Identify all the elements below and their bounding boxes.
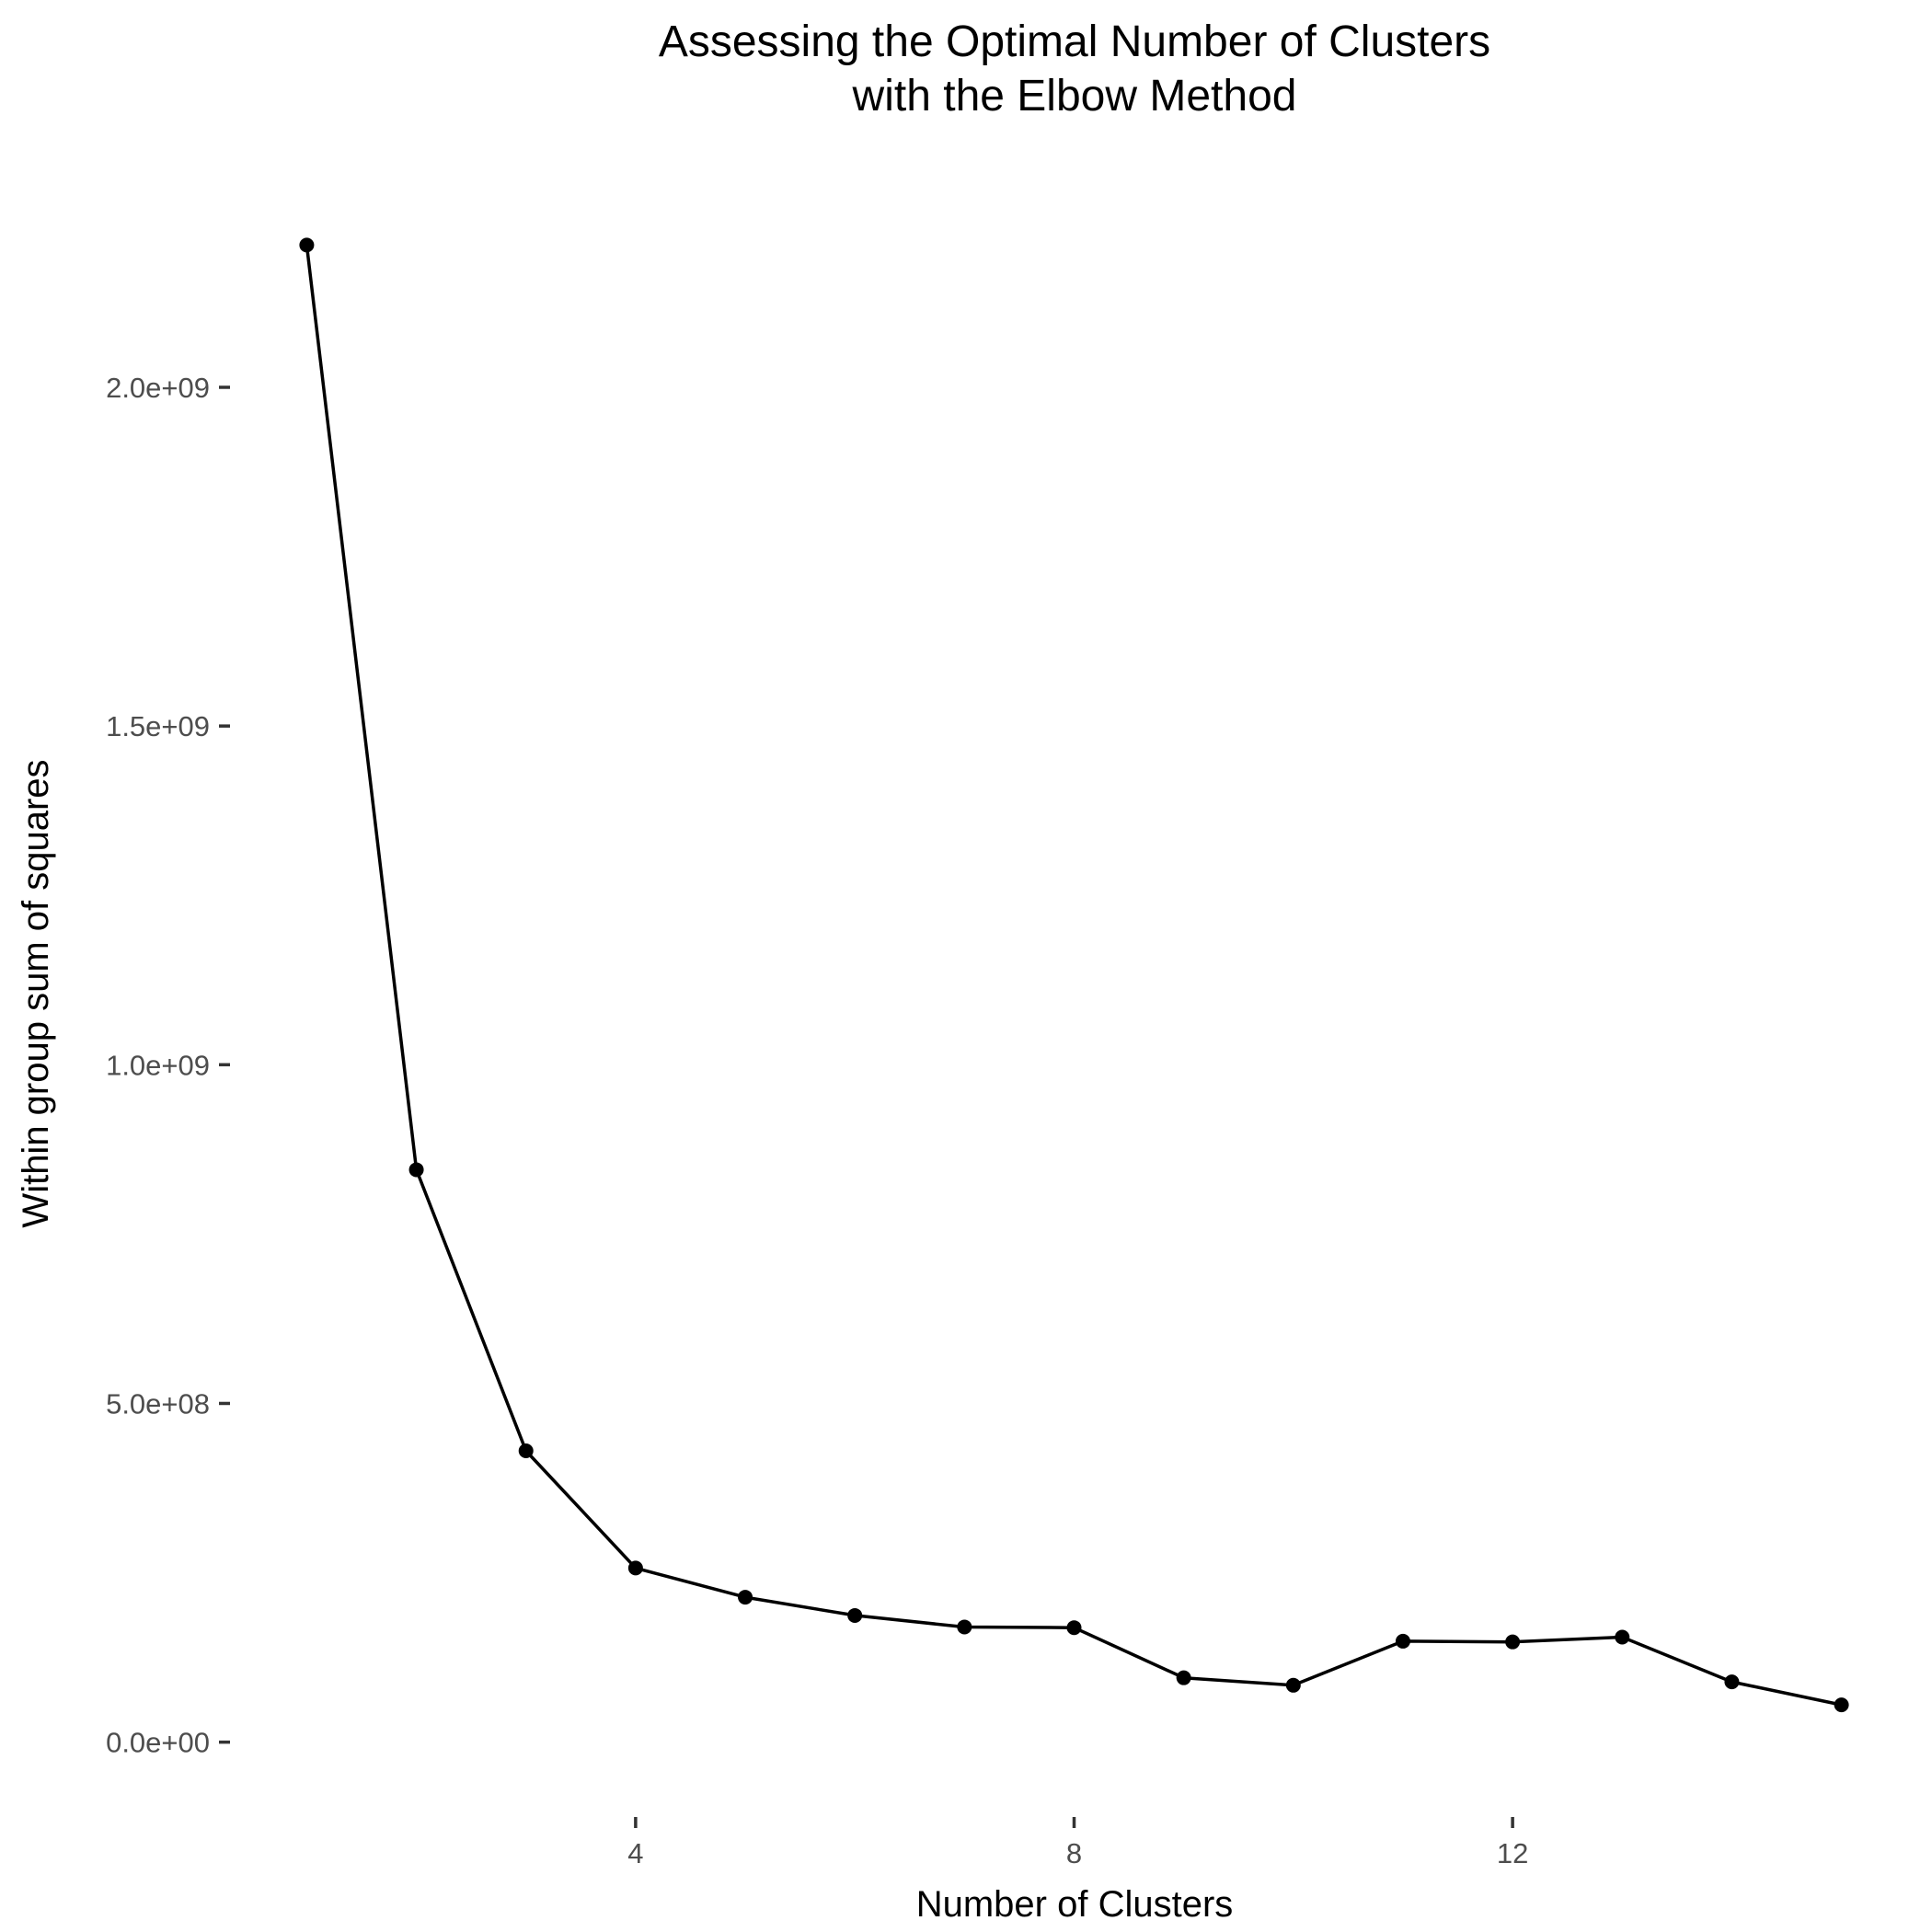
data-point (627, 1560, 643, 1576)
plot-area (299, 237, 1849, 1713)
data-point (299, 237, 315, 253)
chart-title: Assessing the Optimal Number of Clusters (659, 17, 1490, 66)
data-point (1724, 1674, 1740, 1690)
chart-subtitle: with the Elbow Method (852, 72, 1297, 121)
data-point (1395, 1633, 1410, 1649)
x-tick-label: 12 (1497, 1837, 1528, 1869)
data-point (738, 1590, 753, 1605)
data-point (847, 1607, 863, 1623)
y-tick-label: 1.0e+09 (106, 1049, 210, 1081)
x-tick-label: 4 (627, 1837, 643, 1869)
series-line (305, 245, 1842, 1707)
y-tick-label: 1.5e+09 (106, 710, 210, 742)
x-tick-label: 8 (1066, 1837, 1082, 1869)
x-axis-label: Number of Clusters (916, 1884, 1234, 1925)
data-point (408, 1162, 424, 1178)
y-tick-label: 5.0e+08 (106, 1387, 210, 1420)
data-point (1066, 1620, 1082, 1636)
data-point (1176, 1670, 1191, 1685)
y-axis-label: Within group sum of squares (16, 759, 56, 1227)
data-point (957, 1619, 972, 1635)
y-tick-label: 0.0e+00 (106, 1727, 210, 1759)
data-point (1505, 1634, 1521, 1650)
y-axis: 0.0e+00 5.0e+08 1.0e+09 1.5e+09 2.0e+09 (106, 372, 230, 1759)
data-point (518, 1443, 534, 1459)
data-point (1285, 1677, 1301, 1693)
x-axis: 4 8 12 (627, 1817, 1528, 1869)
data-point (1834, 1697, 1849, 1713)
y-tick-label: 2.0e+09 (106, 372, 210, 404)
data-point (1615, 1629, 1630, 1645)
